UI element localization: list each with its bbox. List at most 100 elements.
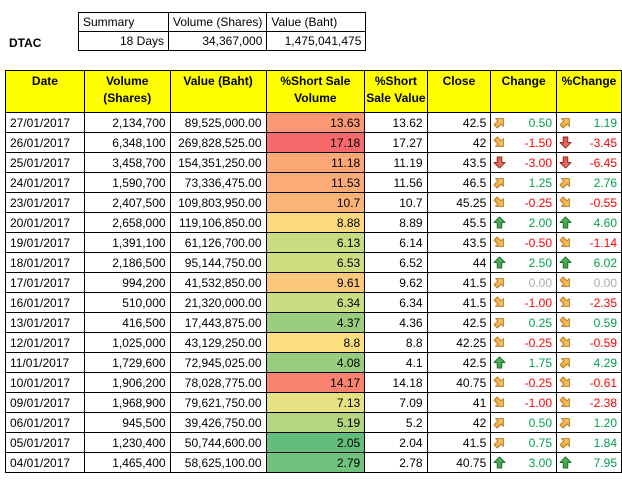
change-cell[interactable]: -0.50 (490, 232, 558, 253)
date-cell[interactable]: 16/01/2017 (5, 292, 85, 313)
pct-short-sale-value-cell[interactable]: 9.62 (364, 272, 428, 293)
pct-change-cell[interactable]: 1.20 (556, 412, 622, 433)
date-cell[interactable]: 20/01/2017 (5, 212, 85, 233)
date-cell[interactable]: 10/01/2017 (5, 372, 85, 393)
change-cell[interactable]: 2.50 (490, 252, 558, 273)
close-cell[interactable]: 42.5 (426, 112, 492, 133)
close-cell[interactable]: 41.5 (426, 272, 492, 293)
volume-cell[interactable]: 1,906,200 (83, 372, 171, 393)
change-cell[interactable]: -0.25 (490, 332, 558, 353)
summary-label-cell[interactable]: Summary (78, 12, 169, 32)
column-header-close[interactable]: Close (426, 70, 492, 113)
pct-short-sale-value-cell[interactable]: 6.52 (364, 252, 428, 273)
pct-change-cell[interactable]: -6.45 (556, 152, 622, 173)
summary-value-cell[interactable]: 1,475,041,475 (266, 31, 367, 51)
summary-volume-cell[interactable]: 34,367,000 (167, 31, 268, 51)
date-cell[interactable]: 25/01/2017 (5, 152, 85, 173)
change-cell[interactable]: -0.25 (490, 372, 558, 393)
column-header-volume[interactable]: Volume (Shares) (83, 70, 171, 113)
summary-volume-label-cell[interactable]: Volume (Shares) (167, 12, 268, 32)
volume-cell[interactable]: 1,968,900 (83, 392, 171, 413)
date-cell[interactable]: 27/01/2017 (5, 112, 85, 133)
change-cell[interactable]: 0.50 (490, 412, 558, 433)
change-cell[interactable]: 1.75 (490, 352, 558, 373)
value-cell[interactable]: 43,129,250.00 (169, 332, 267, 353)
close-cell[interactable]: 42.5 (426, 352, 492, 373)
pct-short-sale-volume-cell[interactable]: 4.08 (265, 352, 366, 373)
pct-short-sale-volume-cell[interactable]: 5.19 (265, 412, 366, 433)
pct-short-sale-value-cell[interactable]: 4.1 (364, 352, 428, 373)
pct-change-cell[interactable]: 2.76 (556, 172, 622, 193)
change-cell[interactable]: 1.25 (490, 172, 558, 193)
pct-change-cell[interactable]: -2.35 (556, 292, 622, 313)
value-cell[interactable]: 109,803,950.00 (169, 192, 267, 213)
pct-change-cell[interactable]: 0.59 (556, 312, 622, 333)
column-header--change[interactable]: %Change (556, 70, 622, 113)
change-cell[interactable]: -1.00 (490, 292, 558, 313)
volume-cell[interactable]: 2,186,500 (83, 252, 171, 273)
date-cell[interactable]: 18/01/2017 (5, 252, 85, 273)
column-header-value-baht-[interactable]: Value (Baht) (169, 70, 267, 113)
value-cell[interactable]: 89,525,000.00 (169, 112, 267, 133)
volume-cell[interactable]: 2,658,000 (83, 212, 171, 233)
value-cell[interactable]: 50,744,600.00 (169, 432, 267, 453)
close-cell[interactable]: 42.5 (426, 312, 492, 333)
pct-change-cell[interactable]: -0.59 (556, 332, 622, 353)
date-cell[interactable]: 11/01/2017 (5, 352, 85, 373)
column-header--short[interactable]: %Short Sale Value (364, 70, 428, 113)
volume-cell[interactable]: 6,348,100 (83, 132, 171, 153)
pct-change-cell[interactable]: -0.55 (556, 192, 622, 213)
value-cell[interactable]: 41,532,850.00 (169, 272, 267, 293)
pct-short-sale-value-cell[interactable]: 7.09 (364, 392, 428, 413)
pct-short-sale-value-cell[interactable]: 11.19 (364, 152, 428, 173)
close-cell[interactable]: 42 (426, 132, 492, 153)
close-cell[interactable]: 44 (426, 252, 492, 273)
change-cell[interactable]: -1.50 (490, 132, 558, 153)
close-cell[interactable]: 41.5 (426, 292, 492, 313)
column-header--short-sale[interactable]: %Short Sale Volume (265, 70, 366, 113)
pct-change-cell[interactable]: 1.84 (556, 432, 622, 453)
change-cell[interactable]: 3.00 (490, 452, 558, 473)
pct-change-cell[interactable]: 4.60 (556, 212, 622, 233)
close-cell[interactable]: 41 (426, 392, 492, 413)
value-cell[interactable]: 73,336,475.00 (169, 172, 267, 193)
value-cell[interactable]: 79,621,750.00 (169, 392, 267, 413)
close-cell[interactable]: 46.5 (426, 172, 492, 193)
date-cell[interactable]: 13/01/2017 (5, 312, 85, 333)
date-cell[interactable]: 19/01/2017 (5, 232, 85, 253)
pct-change-cell[interactable]: -1.14 (556, 232, 622, 253)
pct-short-sale-volume-cell[interactable]: 14.17 (265, 372, 366, 393)
change-cell[interactable]: 0.00 (490, 272, 558, 293)
value-cell[interactable]: 61,126,700.00 (169, 232, 267, 253)
volume-cell[interactable]: 510,000 (83, 292, 171, 313)
pct-short-sale-volume-cell[interactable]: 2.79 (265, 452, 366, 473)
change-cell[interactable]: 2.00 (490, 212, 558, 233)
pct-short-sale-value-cell[interactable]: 13.62 (364, 112, 428, 133)
date-cell[interactable]: 24/01/2017 (5, 172, 85, 193)
pct-short-sale-volume-cell[interactable]: 9.61 (265, 272, 366, 293)
pct-short-sale-value-cell[interactable]: 14.18 (364, 372, 428, 393)
value-cell[interactable]: 269,828,525.00 (169, 132, 267, 153)
pct-short-sale-value-cell[interactable]: 4.36 (364, 312, 428, 333)
change-cell[interactable]: -0.25 (490, 192, 558, 213)
pct-change-cell[interactable]: 6.02 (556, 252, 622, 273)
close-cell[interactable]: 45.5 (426, 212, 492, 233)
pct-short-sale-value-cell[interactable]: 6.34 (364, 292, 428, 313)
volume-cell[interactable]: 945,500 (83, 412, 171, 433)
volume-cell[interactable]: 416,500 (83, 312, 171, 333)
date-cell[interactable]: 17/01/2017 (5, 272, 85, 293)
change-cell[interactable]: 0.50 (490, 112, 558, 133)
value-cell[interactable]: 95,144,750.00 (169, 252, 267, 273)
volume-cell[interactable]: 1,465,400 (83, 452, 171, 473)
close-cell[interactable]: 42 (426, 412, 492, 433)
date-cell[interactable]: 12/01/2017 (5, 332, 85, 353)
value-cell[interactable]: 154,351,250.00 (169, 152, 267, 173)
pct-change-cell[interactable]: 4.29 (556, 352, 622, 373)
column-header-date[interactable]: Date (5, 70, 85, 113)
volume-cell[interactable]: 3,458,700 (83, 152, 171, 173)
pct-change-cell[interactable]: 7.95 (556, 452, 622, 473)
value-cell[interactable]: 119,106,850.00 (169, 212, 267, 233)
pct-change-cell[interactable]: 0.00 (556, 272, 622, 293)
pct-short-sale-value-cell[interactable]: 11.56 (364, 172, 428, 193)
pct-short-sale-value-cell[interactable]: 5.2 (364, 412, 428, 433)
